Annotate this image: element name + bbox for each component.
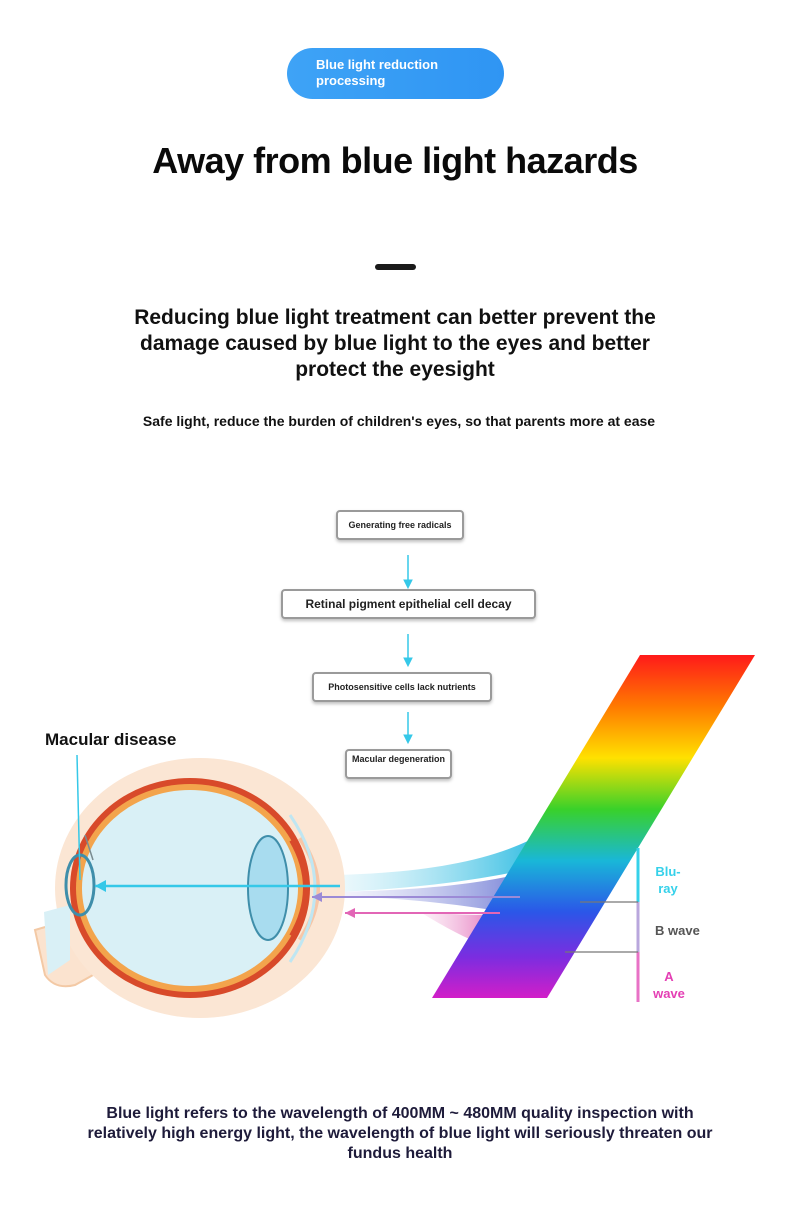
tagline: Safe light, reduce the burden of childre… [142, 413, 656, 429]
blu-ray-beam [340, 830, 548, 892]
wavelength-bracket [565, 848, 640, 1002]
b-wave-beam [335, 874, 520, 912]
flow-arrows [403, 555, 413, 745]
flow-step-macular-degeneration: Macular degeneration [345, 749, 452, 779]
flow-step-free-radicals: Generating free radicals [336, 510, 464, 540]
a-wave-label: A wave [653, 969, 685, 1001]
blu-ray-label: Blu-ray [655, 864, 681, 896]
title-divider [375, 264, 416, 270]
footer-description: Blue light refers to the wavelength of 4… [87, 1105, 713, 1162]
page-title: Away from blue light hazards [152, 140, 638, 181]
light-arrows [95, 880, 520, 918]
macular-disease-label: Macular disease [45, 730, 177, 749]
eye-cross-section [33, 758, 345, 1018]
page-subtitle: Reducing blue light treatment can better… [134, 306, 656, 381]
macular-pointer-line [76, 754, 81, 881]
spectrum-prism [432, 655, 755, 998]
b-wave-label: B wave [655, 923, 700, 938]
flow-step-photosensitive-cells: Photosensitive cells lack nutrients [312, 672, 492, 702]
flow-step-rpe-decay: Retinal pigment epithelial cell decay [281, 589, 536, 619]
pill-label: Blue light reduction processing [316, 57, 439, 88]
blue-light-pill-badge: Blue light reduction processing [287, 48, 504, 99]
